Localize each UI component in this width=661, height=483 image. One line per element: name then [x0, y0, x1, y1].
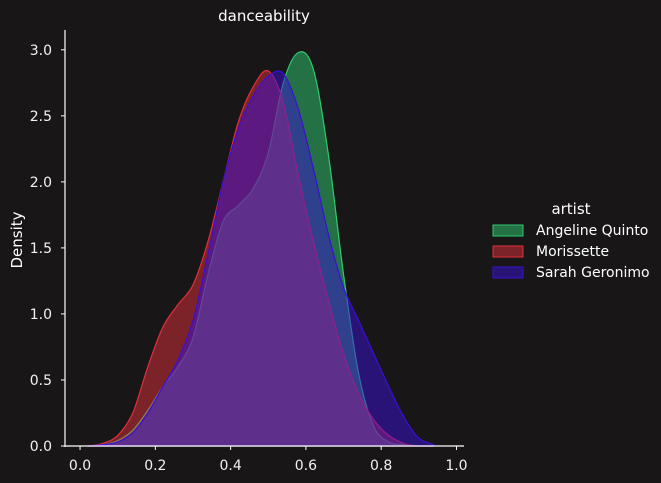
- y-axis-label: Density: [8, 211, 26, 268]
- y-tick-label: 3.0: [30, 43, 52, 59]
- legend-swatch-angeline-quinto: [492, 224, 524, 237]
- legend-label-sarah-geronimo: Sarah Geronimo: [536, 265, 650, 281]
- y-tick-label: 0.5: [30, 373, 52, 389]
- y-ticks: 0.0 0.5 1.0 1.5 2.0 2.5 3.0: [30, 43, 65, 455]
- y-tick-label: 2.0: [30, 175, 52, 191]
- chart-title: danceability: [218, 7, 310, 25]
- plot-area: [87, 51, 435, 447]
- x-tick-label: 0.4: [219, 458, 241, 474]
- y-tick-label: 1.0: [30, 307, 52, 323]
- x-tick-label: 1.0: [445, 458, 467, 474]
- density-area-sarah-geronimo: [87, 70, 435, 447]
- x-ticks: 0.0 0.2 0.4 0.6 0.8 1.0: [69, 446, 468, 474]
- y-tick-label: 1.5: [30, 241, 52, 257]
- y-tick-label: 2.5: [30, 109, 52, 125]
- legend-title: artist: [551, 200, 590, 218]
- x-tick-label: 0.8: [370, 458, 392, 474]
- x-tick-label: 0.2: [144, 458, 166, 474]
- legend-swatch-morissette: [492, 245, 524, 258]
- x-tick-label: 0.0: [69, 458, 91, 474]
- legend: artist Angeline Quinto Morissette Sarah Ge…: [492, 200, 650, 281]
- y-tick-label: 0.0: [30, 439, 52, 455]
- legend-swatch-sarah-geronimo: [492, 266, 524, 279]
- legend-label-angeline-quinto: Angeline Quinto: [536, 223, 648, 239]
- legend-label-morissette: Morissette: [536, 244, 609, 260]
- x-tick-label: 0.6: [295, 458, 317, 474]
